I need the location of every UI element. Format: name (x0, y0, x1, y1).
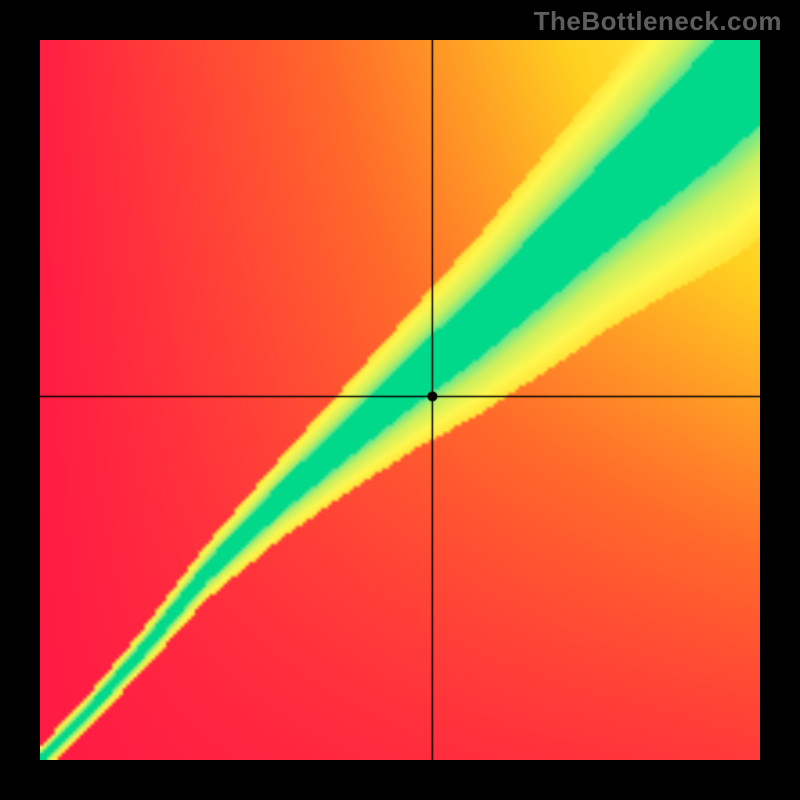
watermark-label: TheBottleneck.com (534, 6, 782, 37)
chart-container: TheBottleneck.com (0, 0, 800, 800)
heatmap-plot (40, 40, 760, 760)
heatmap-canvas (40, 40, 760, 760)
